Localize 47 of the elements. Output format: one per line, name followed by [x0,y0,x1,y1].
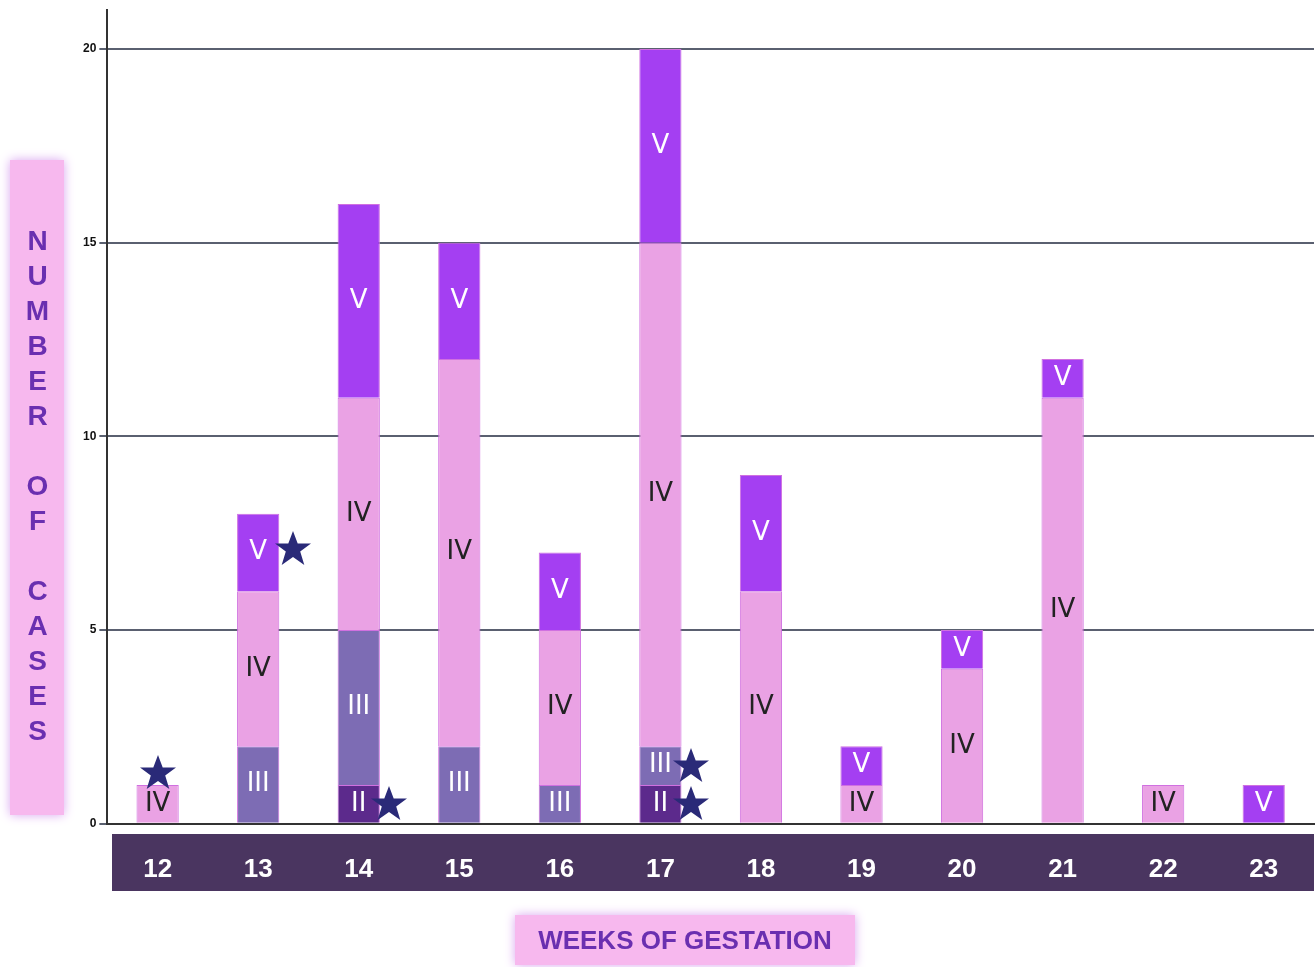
series-label: IV [144,786,171,817]
y-tick-label: 10 [82,428,97,443]
text: III [347,690,371,721]
text: IV [547,690,573,721]
text: V [852,748,871,779]
text: IV [647,477,674,508]
text: III [648,748,672,779]
y-tick-label: 15 [82,234,97,249]
text: IV [245,651,271,682]
text: IV [748,689,774,720]
x-tick-label: 17 [645,852,675,883]
text: V [450,283,469,314]
y-tick-label: 20 [82,41,97,56]
x-tick-label: 16 [545,852,575,883]
x-tick-label: 14 [344,852,374,883]
y-tick-label: 0 [89,816,97,831]
x-tick-label: 20 [947,852,977,883]
x-axis-title: WEEKS OF GESTATION [515,915,855,965]
text: V [752,515,770,546]
text: V [550,574,569,605]
x-tick-label: 18 [746,852,776,883]
text: IV [848,786,875,817]
x-tick-label: 15 [444,852,474,883]
text: III [246,767,270,798]
x-tick-label: 13 [243,852,273,883]
text: IV [1049,592,1076,623]
text: V [349,283,368,314]
x-tick-label: 22 [1148,852,1178,883]
series-label: V [1254,786,1273,817]
x-tick-label: 21 [1048,852,1078,883]
text: V [249,535,268,566]
y-tick-label: 5 [89,622,97,637]
text: IV [346,496,372,527]
text: III [447,767,471,798]
series-label: III [548,786,572,817]
x-tick-label: 12 [143,852,173,883]
text: IV [446,535,473,566]
text: V [651,128,670,159]
text: IV [949,728,975,759]
text: V [953,632,971,663]
y-axis-title: NUMBER OF CASES [10,160,64,815]
x-tick-label: 19 [847,852,876,883]
x-tick-label: 23 [1249,852,1279,883]
text: V [1053,361,1072,392]
series-label: II [351,786,367,817]
text: IV [1150,786,1176,817]
text: II [652,786,669,817]
